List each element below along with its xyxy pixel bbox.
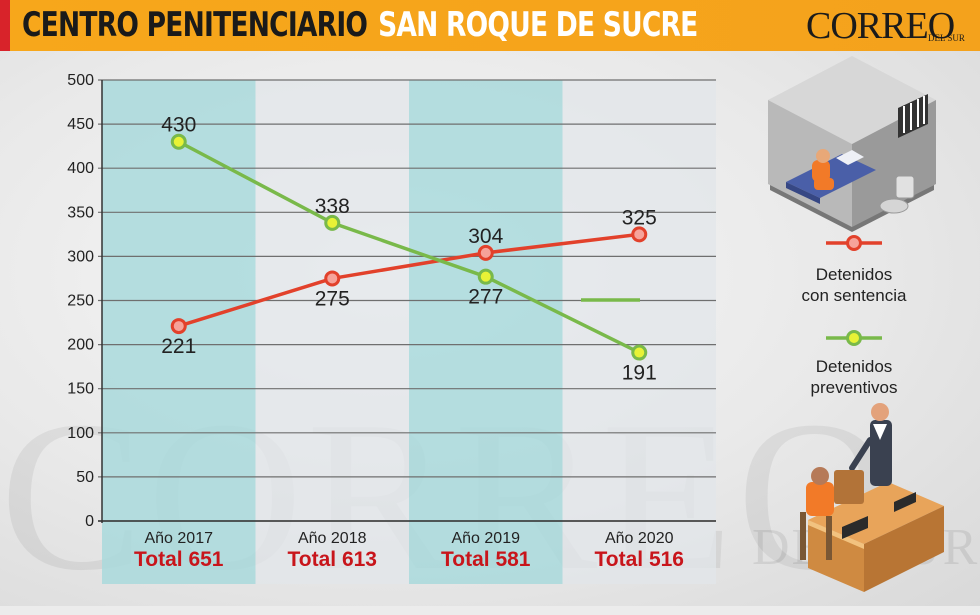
legend-label-line-2: con sentencia: [801, 286, 907, 305]
data-point: [324, 270, 341, 287]
y-tick-label: 0: [85, 513, 94, 530]
series-line: [178, 232, 640, 328]
legend-label-line-2: preventivos: [810, 378, 898, 397]
page-title: CENTRO PENITENCIARIO SAN ROQUE DE SUCRE: [22, 4, 698, 46]
data-label: 221: [161, 335, 196, 358]
grid-lines: 0 50 100 150 200 250 300 350 400 450 500: [67, 72, 716, 530]
category-band: [409, 80, 563, 584]
header-accent-bar: [0, 0, 10, 51]
data-label: 304: [468, 225, 503, 248]
data-label: 325: [622, 206, 657, 229]
y-tick-label: 200: [67, 337, 94, 354]
y-tick-label: 150: [67, 381, 94, 398]
series-detenidos-con-sentencia: 221 275 304 325: [161, 206, 657, 358]
y-tick-label: 50: [76, 469, 94, 486]
y-tick-label: 350: [67, 204, 94, 221]
legend: [826, 235, 882, 346]
data-point: [170, 318, 187, 335]
title-part-1: CENTRO PENITENCIARIO: [22, 5, 368, 45]
category-bands: [102, 80, 716, 584]
y-tick-label: 250: [67, 293, 94, 310]
series-detenidos-preventivos: 430 338 277 191: [161, 114, 657, 385]
category-band: [562, 80, 716, 584]
x-tick-label: Año 2019: [451, 530, 520, 547]
series-line: [177, 140, 641, 355]
chart-axes: [98, 80, 716, 523]
legend-label-sentencia: Detenidos con sentencia: [784, 264, 924, 306]
y-tick-label: 300: [67, 248, 94, 265]
data-label: 275: [315, 287, 350, 310]
data-label: 277: [468, 286, 503, 309]
legend-label-preventivos: Detenidos preventivos: [784, 356, 924, 398]
data-point: [631, 226, 648, 243]
data-label: 338: [315, 195, 350, 218]
x-tick-label: Año 2018: [298, 530, 367, 547]
category-band: [255, 80, 409, 584]
y-tick-label: 400: [67, 160, 94, 177]
legend-label-line-1: Detenidos: [815, 357, 893, 376]
header-banner: CENTRO PENITENCIARIO SAN ROQUE DE SUCRE C…: [0, 0, 980, 51]
legend-swatch-marker: [846, 235, 862, 251]
category-total-label: Total 581: [441, 548, 531, 571]
x-tick-label: Año 2017: [144, 530, 213, 547]
legend-label-line-1: Detenidos: [815, 265, 893, 284]
data-point: [477, 244, 494, 261]
brand-logo-sub: DEL SUR: [928, 33, 965, 43]
title-part-2: SAN ROQUE DE SUCRE: [378, 5, 698, 45]
data-point: [631, 344, 648, 361]
courtroom-illustration: [800, 403, 944, 592]
category-total-label: Total 651: [134, 548, 224, 571]
category-total-label: Total 613: [288, 548, 377, 571]
x-tick-label: Año 2020: [605, 530, 674, 547]
data-point: [477, 268, 494, 285]
y-tick-label: 500: [67, 72, 94, 89]
data-label: 191: [622, 362, 657, 385]
data-point: [324, 214, 341, 231]
legend-swatch-marker: [846, 330, 862, 346]
y-tick-label: 450: [67, 116, 94, 133]
prison-cell-illustration: [768, 56, 936, 232]
brand-logo: CORREO: [806, 5, 955, 47]
data-label: 430: [161, 114, 196, 137]
category-total-label: Total 516: [595, 548, 684, 571]
data-point: [170, 133, 187, 150]
chart-series: 221 275 304 325 430 338 277 191: [161, 114, 657, 385]
y-tick-label: 100: [67, 425, 94, 442]
